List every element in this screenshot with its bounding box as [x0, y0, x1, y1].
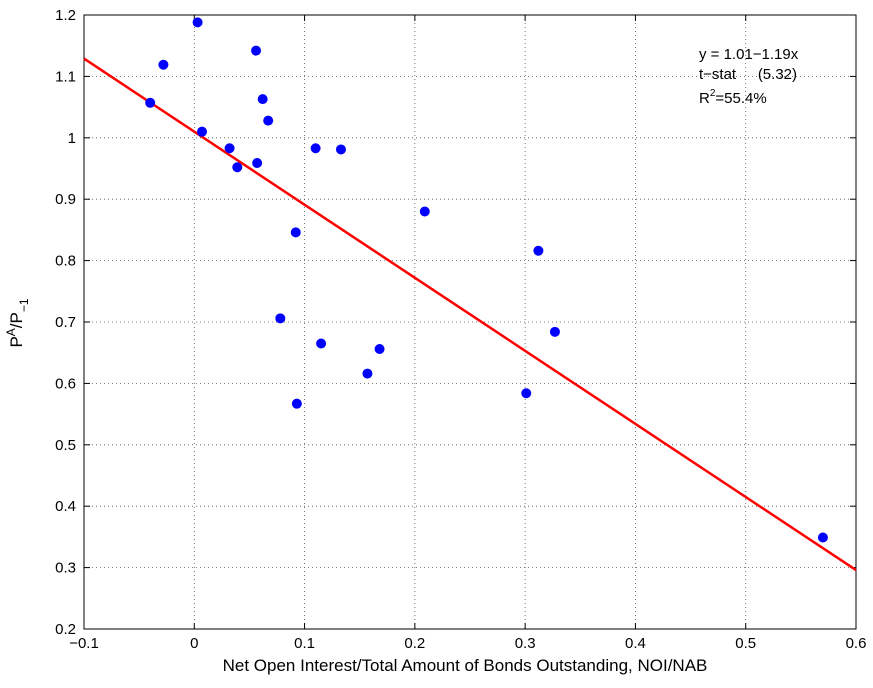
- scatter-point: [521, 388, 532, 399]
- x-tick-label: 0.2: [404, 635, 425, 652]
- scatter-point: [145, 97, 156, 108]
- tstat-value: (5.32): [758, 66, 797, 83]
- y-tick-label: 0.5: [55, 437, 76, 454]
- scatter-point: [419, 206, 430, 217]
- scatter-point: [158, 59, 169, 70]
- y-tick-label: 0.8: [55, 253, 76, 270]
- y-tick-label: 1: [68, 130, 76, 147]
- scatter-point: [549, 326, 560, 337]
- x-tick-label: 0.4: [625, 635, 646, 652]
- x-tick-label: 0: [190, 635, 198, 652]
- scatter-point: [263, 115, 274, 126]
- axes: [83, 14, 857, 630]
- y-tick-label: 0.6: [55, 375, 76, 392]
- y-tick-label: 0.9: [55, 191, 76, 208]
- scatter-point: [316, 338, 327, 349]
- y-tick-label: 1.1: [55, 68, 76, 85]
- tstat-label: t−stat: [699, 66, 737, 83]
- equation-label: y = 1.01−1.19x: [699, 46, 799, 63]
- scatter-point: [257, 94, 268, 105]
- y-tick-label: 0.4: [55, 498, 76, 515]
- y-tick-label: 0.3: [55, 560, 76, 577]
- annotation-box: y = 1.01−1.19x t−stat (5.32) R2=55.4%: [699, 46, 799, 107]
- scatter-point: [197, 126, 208, 137]
- regression-line: [83, 57, 857, 572]
- x-tick-label: 0.1: [294, 635, 315, 652]
- x-axis-title: Net Open Interest/Total Amount of Bonds …: [223, 656, 708, 675]
- y-axis-title-sub: −1: [17, 298, 31, 312]
- scatter-point: [291, 398, 302, 409]
- series: [83, 17, 857, 572]
- y-axis-title: PA/P−1: [4, 298, 31, 347]
- scatter-point: [533, 245, 544, 256]
- scatter-point: [335, 144, 346, 155]
- scatter-point: [310, 143, 321, 154]
- y-tick-label: 0.2: [55, 621, 76, 638]
- x-tick-label: 0.6: [846, 635, 867, 652]
- y-axis-title-sup: A: [4, 328, 18, 336]
- scatter-point: [374, 344, 385, 355]
- y-tick-label: 0.7: [55, 314, 76, 331]
- r-squared-sup: 2: [710, 88, 716, 99]
- scatter-point: [817, 532, 828, 543]
- tick-labels: −0.1 0 0.1 0.2 0.3 0.4 0.5 0.6 0.2 0.3 0.4 0.5 0.6 0.…: [55, 7, 866, 652]
- y-axis-title-slash: /P: [7, 312, 26, 328]
- r-squared-label: R2=55.4%: [699, 88, 767, 107]
- scatter-point: [224, 143, 235, 154]
- x-tick-label: 0.5: [735, 635, 756, 652]
- r-squared-base: R: [699, 90, 710, 107]
- y-tick-label: 1.2: [55, 7, 76, 24]
- x-tick-label: 0.3: [515, 635, 536, 652]
- scatter-point: [232, 162, 243, 173]
- scatter-point: [362, 368, 373, 379]
- y-axis-title-base: P: [7, 336, 26, 347]
- r-squared-value: =55.4%: [715, 90, 766, 107]
- scatter-point: [290, 227, 301, 238]
- scatter-point: [252, 157, 263, 168]
- scatter-point: [275, 313, 286, 324]
- grid: [84, 15, 856, 629]
- scatter-point: [251, 45, 262, 56]
- x-tick-label: −0.1: [69, 635, 99, 652]
- scatter-point: [192, 17, 203, 28]
